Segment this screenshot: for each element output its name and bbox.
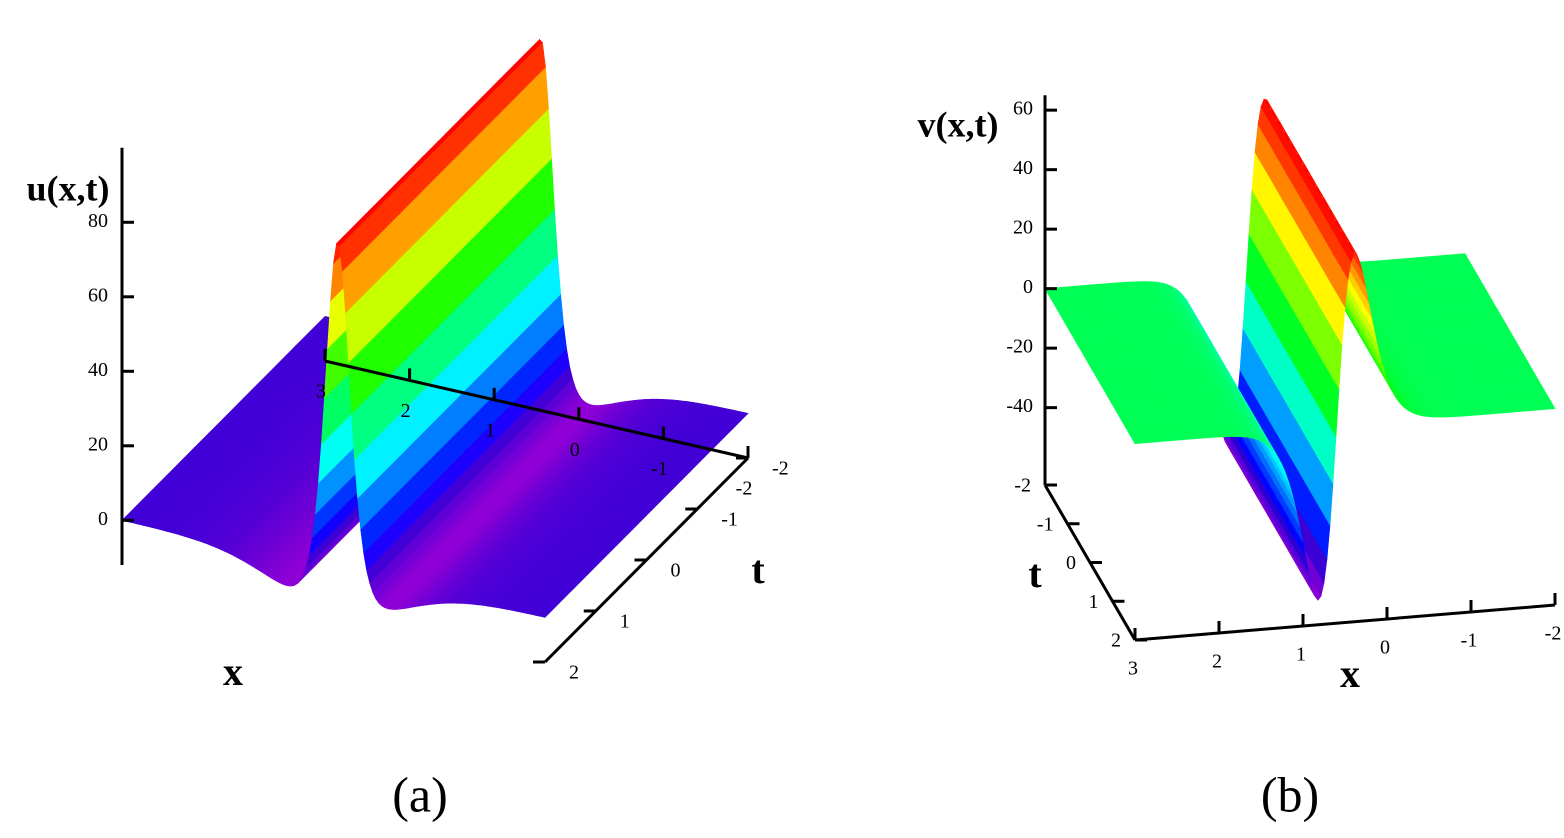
z-tick-label: 60 xyxy=(1013,98,1033,120)
t-tick-label: -1 xyxy=(721,509,738,531)
surface-plot: 0 20 40 60 80 3 2 1 0 -1 -2 -2 -1 0 1 2 u(x,t) x t (a) xyxy=(27,38,789,822)
surface xyxy=(121,38,749,618)
t-tick-label: 0 xyxy=(1066,552,1076,574)
x-tick-label: 3 xyxy=(316,381,326,403)
x-tick-label: -1 xyxy=(1461,630,1478,652)
t-tick-label: -1 xyxy=(1037,513,1054,535)
z-tick-label: 0 xyxy=(98,508,108,530)
z-tick-label: -40 xyxy=(1006,395,1033,417)
x-axis xyxy=(324,359,749,460)
z-tick-label: -20 xyxy=(1006,336,1033,358)
z-tick-label: 40 xyxy=(1013,157,1033,179)
z-tick-label: 60 xyxy=(88,284,108,306)
x-tick-label: 1 xyxy=(485,419,495,441)
x-axis xyxy=(1134,603,1556,642)
x-tick-label: 2 xyxy=(401,400,411,422)
t-axis-label: t xyxy=(1028,551,1042,596)
x-tick-label: -1 xyxy=(651,458,668,480)
x-tick-label: 3 xyxy=(1128,658,1138,680)
z-tick-label: 40 xyxy=(88,359,108,381)
t-tick-label: -2 xyxy=(772,458,789,480)
x-tick-label: 0 xyxy=(1380,637,1390,659)
z-tick-label: 80 xyxy=(88,210,108,232)
z-axis-label: u(x,t) xyxy=(27,168,110,208)
x-tick-label: -2 xyxy=(1545,623,1562,645)
t-tick-label: 2 xyxy=(1111,630,1121,652)
t-tick-label: 0 xyxy=(671,560,681,582)
t-tick-label: 1 xyxy=(620,611,630,633)
surface-patch xyxy=(541,601,561,618)
x-tick-label: -2 xyxy=(736,478,753,500)
x-axis-label: x xyxy=(1340,651,1360,696)
x-axis-label: x xyxy=(223,649,243,694)
z-tick-label: 0 xyxy=(1023,276,1033,298)
x-tick-label: 2 xyxy=(1212,651,1222,673)
surface-patch xyxy=(1545,397,1556,410)
z-tick-label: 20 xyxy=(1013,217,1033,239)
x-tick-label: 0 xyxy=(570,439,580,461)
t-tick-label: 1 xyxy=(1089,591,1099,613)
t-tick-label: 2 xyxy=(569,662,579,684)
t-tick-label: -2 xyxy=(1014,475,1031,497)
caption: (a) xyxy=(392,766,448,822)
x-tick-label: 1 xyxy=(1296,644,1306,666)
z-tick-label: 20 xyxy=(88,433,108,455)
surface xyxy=(1044,98,1556,601)
t-axis-label: t xyxy=(751,547,765,592)
z-axis-label: v(x,t) xyxy=(918,104,999,144)
caption: (b) xyxy=(1261,766,1319,822)
